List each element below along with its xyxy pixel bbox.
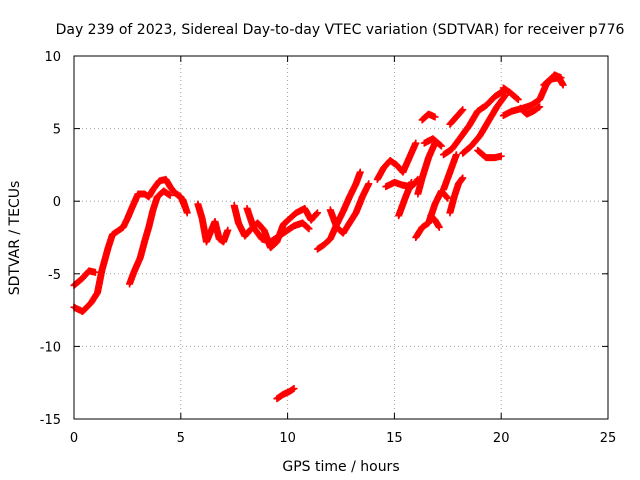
- y-tick-label: -15: [40, 413, 61, 428]
- data-markers: [70, 71, 567, 403]
- data-point-marker: [436, 141, 444, 149]
- data-point-marker: [304, 224, 312, 232]
- trace-arc-28: [540, 74, 567, 89]
- y-axis-ticks: -15 -10 -5 0 5 10: [40, 50, 608, 428]
- trace-arc-8: [314, 168, 364, 253]
- trace-arc-5: [194, 200, 232, 246]
- trace-arc-4: [173, 190, 191, 217]
- trace-arc-18: [420, 135, 445, 150]
- y-axis-title: SDTVAR / TECUs: [7, 181, 23, 296]
- data-point-marker: [497, 152, 505, 160]
- trace-arc-1: [70, 267, 99, 289]
- trace-arc-16: [427, 212, 443, 231]
- x-tick-label: 20: [493, 431, 510, 446]
- data-point-marker: [305, 225, 313, 233]
- trace-arc-12: [382, 175, 422, 191]
- y-tick-label: -10: [40, 340, 61, 355]
- data-point-marker: [356, 168, 364, 176]
- x-tick-label: 5: [177, 431, 185, 446]
- x-axis-title: GPS time / hours: [282, 459, 399, 475]
- x-tick-label: 15: [386, 431, 403, 446]
- data-point-marker: [559, 81, 567, 89]
- data-point-marker: [314, 209, 322, 217]
- trace-arc-27: [516, 103, 544, 118]
- x-axis-ticks: 0 5 10 15 20 25: [70, 56, 616, 446]
- trace-arc-6: [230, 202, 322, 252]
- grid-lines: [74, 56, 608, 419]
- trace-arc-23: [459, 91, 509, 157]
- x-tick-label: 25: [600, 431, 617, 446]
- trace-arc-22: [446, 174, 467, 217]
- x-tick-label: 10: [279, 431, 296, 446]
- y-tick-label: 0: [53, 195, 61, 210]
- y-tick-label: 10: [44, 50, 61, 65]
- data-point-marker: [536, 103, 544, 111]
- trace-arc-25: [499, 84, 522, 104]
- data-point-marker: [91, 268, 99, 276]
- data-point-marker: [452, 151, 460, 159]
- trace-arc-19: [418, 110, 439, 124]
- y-tick-label: 5: [53, 123, 61, 138]
- data-point-marker: [444, 194, 452, 202]
- data-point-marker: [290, 385, 298, 393]
- data-point-marker: [183, 209, 191, 217]
- data-point-marker: [514, 96, 522, 104]
- data-point-marker: [365, 180, 373, 188]
- trace-arc-24: [474, 146, 505, 162]
- data-point-marker: [412, 139, 420, 147]
- data-point-marker: [435, 223, 443, 231]
- trace-arc-13: [395, 178, 415, 220]
- trace-arc-9: [326, 180, 373, 237]
- data-point-marker: [224, 226, 232, 234]
- trace-arc-2: [70, 175, 189, 316]
- data-point-marker: [407, 178, 415, 186]
- chart-title: Day 239 of 2023, Sidereal Day-to-day VTE…: [56, 22, 625, 38]
- trace-arc-10: [273, 385, 298, 403]
- trace-arc-11: [373, 139, 420, 183]
- trace-arc-21: [440, 87, 507, 159]
- data-point-marker: [437, 142, 445, 150]
- plot-frame: [73, 55, 609, 420]
- trace-arc-15: [414, 139, 439, 198]
- trace-arc-20: [446, 106, 467, 128]
- data-point-marker: [313, 210, 321, 218]
- trace-arc-7: [243, 204, 313, 246]
- data-point-marker: [166, 191, 174, 199]
- data-point-marker: [459, 174, 467, 182]
- data-point-marker: [443, 193, 451, 201]
- data-point-marker: [431, 113, 439, 121]
- data-point-marker: [513, 95, 521, 103]
- data-point-marker: [459, 106, 467, 114]
- trace-arc-3: [126, 187, 174, 288]
- trace-arc-17: [440, 151, 460, 194]
- y-tick-label: -5: [48, 268, 61, 283]
- x-tick-label: 0: [70, 431, 78, 446]
- data-point-marker: [458, 107, 466, 115]
